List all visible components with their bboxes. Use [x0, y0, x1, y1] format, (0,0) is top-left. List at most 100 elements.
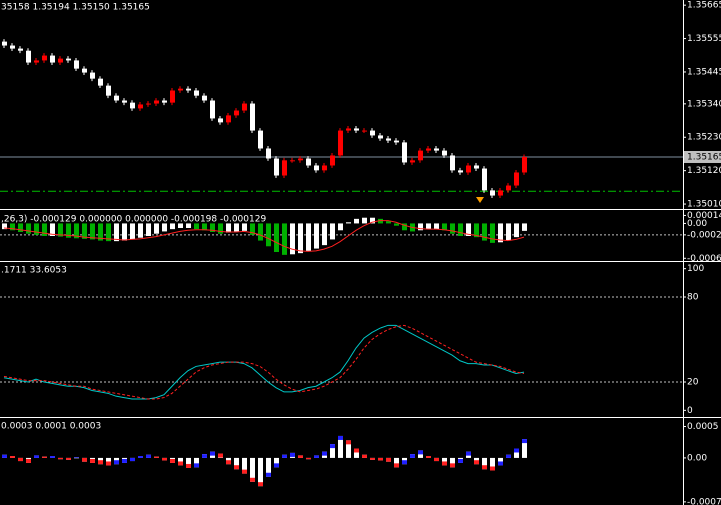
bar: [202, 223, 207, 231]
bar-tip: [66, 457, 71, 460]
bar: [194, 457, 199, 468]
bar-tip: [522, 439, 527, 444]
bar-tip: [226, 460, 231, 465]
bar-tip: [450, 463, 455, 468]
bar: [106, 223, 111, 242]
candle-body: [186, 88, 191, 91]
y-tick-label: -0.00061: [687, 254, 721, 264]
bar: [258, 457, 263, 487]
candle-body: [298, 158, 303, 161]
candle-body: [394, 140, 399, 143]
bar: [466, 223, 471, 236]
pane-header: 0.0003 0.0001 0.0003: [1, 422, 101, 432]
bar-tip: [290, 452, 295, 457]
pane-header: .1711 33.6053: [1, 266, 67, 276]
bar: [362, 217, 367, 224]
bar-tip: [10, 456, 15, 458]
bar: [34, 223, 39, 235]
bar: [218, 223, 223, 234]
candle-body: [162, 100, 167, 103]
candle-body: [522, 156, 527, 173]
bar: [130, 223, 135, 240]
bar: [90, 223, 95, 240]
bar: [242, 223, 247, 231]
bar-tip: [426, 456, 431, 458]
candle-body: [514, 172, 519, 186]
pane-header: ,26,3) -0.000129 0.000000 0.000000 -0.00…: [1, 215, 266, 225]
bar: [138, 223, 143, 238]
bar: [242, 457, 247, 474]
candle-body: [282, 160, 287, 176]
candle-body: [498, 190, 503, 196]
bar: [434, 223, 439, 230]
candle-body: [154, 100, 159, 104]
candle-body: [218, 118, 223, 123]
bar-tip: [218, 453, 223, 458]
indicator-line: [3, 220, 525, 252]
candle-body: [274, 158, 279, 176]
bar: [330, 444, 335, 458]
y-tick-label: 0.00: [687, 219, 707, 229]
bar: [210, 223, 215, 232]
bar: [266, 223, 271, 247]
bar-tip: [74, 457, 79, 458]
bar-tip: [210, 451, 215, 456]
candle-body: [362, 130, 367, 132]
bar-tip: [90, 458, 95, 463]
y-tick-label: -0.0007: [687, 497, 721, 505]
bar: [50, 223, 55, 236]
candle-body: [178, 88, 183, 91]
bar: [146, 223, 151, 236]
candle-body: [370, 130, 375, 136]
bar-tip: [442, 461, 447, 466]
bar: [282, 223, 287, 255]
bar-tip: [458, 458, 463, 463]
y-tick-label: 0: [687, 406, 693, 416]
bar-tip: [506, 454, 511, 458]
bar-tip: [378, 457, 383, 461]
bar-tip: [98, 460, 103, 465]
bar-tip: [266, 472, 271, 477]
candle-body: [26, 50, 31, 63]
bar: [74, 223, 79, 239]
candle-body: [122, 100, 127, 103]
bar: [330, 223, 335, 240]
bar-tip: [242, 469, 247, 474]
indicator-line: [3, 324, 525, 400]
candle-body: [346, 128, 351, 131]
candle-body: [386, 138, 391, 141]
bar-tip: [138, 456, 143, 458]
bar-tip: [58, 457, 63, 460]
bar-tip: [362, 454, 367, 458]
candle-body: [402, 142, 407, 163]
candle-body: [106, 85, 111, 96]
bar: [234, 223, 239, 232]
y-tick-label: 1.35445: [687, 67, 721, 77]
bar: [402, 223, 407, 231]
bar: [250, 457, 255, 482]
bar: [354, 218, 359, 224]
y-tick-label: 1.35010: [687, 200, 721, 210]
bar: [42, 223, 47, 236]
bar: [378, 218, 383, 224]
bar-tip: [154, 456, 159, 458]
bar: [450, 457, 455, 468]
bar-tip: [322, 451, 327, 456]
candle-body: [338, 130, 343, 156]
candle-body: [266, 148, 271, 159]
bar: [506, 223, 511, 241]
bar: [274, 223, 279, 252]
candle-body: [314, 165, 319, 171]
y-tick-label: 1.35665: [687, 1, 721, 11]
bar: [450, 223, 455, 234]
candle-body: [242, 103, 247, 111]
bar-tip: [330, 444, 335, 449]
bar-tip: [466, 451, 471, 456]
bar: [154, 223, 159, 234]
last-price-box: [684, 150, 721, 163]
candle-body: [474, 165, 479, 169]
candle-body: [290, 160, 295, 162]
bar: [426, 223, 431, 230]
candle-body: [66, 58, 71, 61]
candle-body: [210, 100, 215, 119]
